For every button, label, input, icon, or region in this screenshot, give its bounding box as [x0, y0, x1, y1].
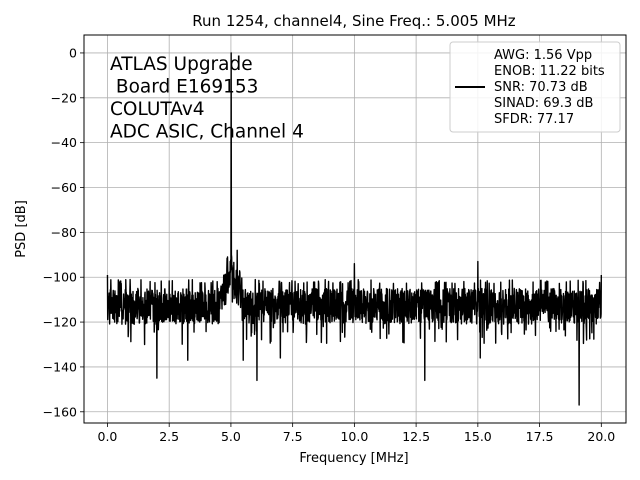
y-tick-label: −160: [43, 404, 77, 419]
x-tick-label: 2.5: [159, 429, 179, 444]
annotation-line: Board E169153: [110, 77, 258, 98]
y-axis-label: PSD [dB]: [14, 200, 29, 258]
series-layer: [106, 52, 603, 406]
annotation-line: ATLAS Upgrade: [110, 54, 253, 75]
legend-entry-line: SFDR: 77.17: [494, 112, 574, 127]
x-tick-label: 17.5: [526, 429, 554, 444]
y-tick-label: −100: [43, 270, 77, 285]
y-tick-label: −40: [51, 135, 77, 150]
x-tick-label: 5.0: [221, 429, 241, 444]
y-tick-label: −80: [51, 225, 77, 240]
legend-entry-line: SINAD: 69.3 dB: [494, 96, 593, 111]
legend-entry-line: AWG: 1.56 Vpp: [494, 48, 592, 63]
legend-entry-line: ENOB: 11.22 bits: [494, 64, 605, 79]
y-tick-label: −20: [51, 90, 77, 105]
annotation-line: COLUTAv4: [110, 99, 205, 120]
legend-frame: [449, 41, 621, 133]
annotation-line: ADC ASIC, Channel 4: [110, 122, 304, 143]
y-tick-label: −140: [43, 359, 77, 374]
x-tick-label: 10.0: [340, 429, 368, 444]
x-axis: 0.0 2.5 5.0 7.5 10.0 12.5 15.0 17.5 20.0: [98, 423, 615, 444]
chart-title: Run 1254, channel4, Sine Freq.: 5.005 MH…: [192, 12, 516, 30]
x-tick-label: 12.5: [402, 429, 430, 444]
y-tick-label: −120: [43, 315, 77, 330]
y-axis: 0 −20 −40 −60 −80 −100 −120 −140 −160: [43, 45, 84, 419]
x-tick-label: 15.0: [464, 429, 492, 444]
x-tick-label: 20.0: [587, 429, 615, 444]
x-tick-label: 7.5: [283, 429, 303, 444]
x-axis-label: Frequency [MHz]: [299, 451, 408, 466]
plot-frame: [83, 34, 627, 424]
psd-series-line: [106, 52, 603, 406]
y-tick-label: −60: [51, 180, 77, 195]
legend-entry-line: SNR: 70.73 dB: [494, 80, 588, 95]
y-tick-label: 0: [69, 45, 77, 60]
x-tick-label: 0.0: [98, 429, 118, 444]
